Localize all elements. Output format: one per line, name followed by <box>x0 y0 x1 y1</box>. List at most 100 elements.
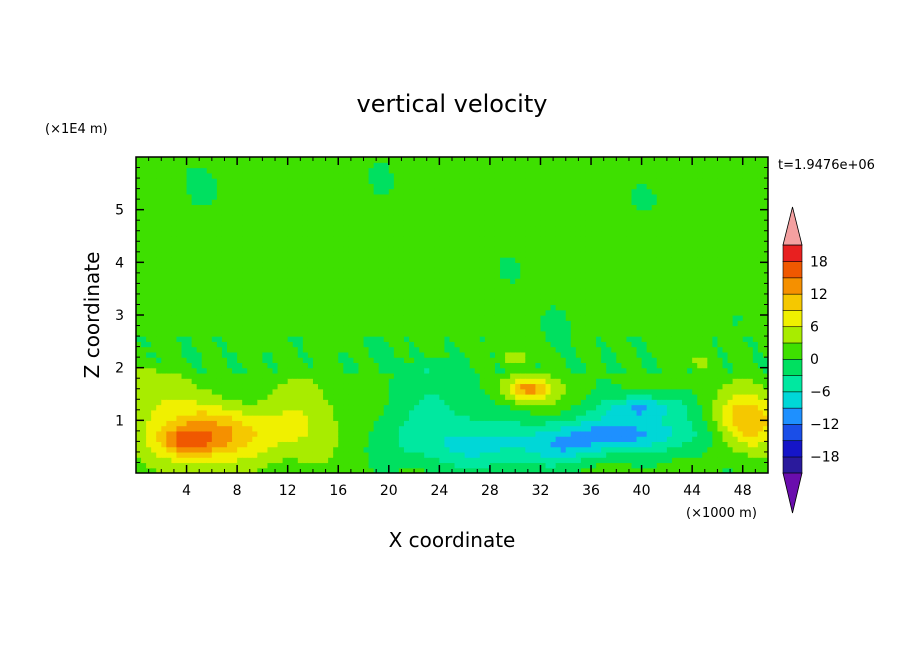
contour-cell <box>338 251 344 258</box>
contour-cell <box>328 230 334 237</box>
contour-cell <box>368 451 375 458</box>
contour-cell <box>530 183 537 190</box>
contour-cell <box>515 330 521 337</box>
contour-cell <box>550 214 557 221</box>
contour-cell <box>378 278 385 284</box>
contour-cell <box>403 425 410 432</box>
contour-cell <box>550 341 557 348</box>
contour-cell <box>323 272 329 279</box>
contour-cell <box>318 388 324 395</box>
contour-cell <box>242 462 248 469</box>
contour-cell <box>292 246 299 253</box>
contour-cell <box>383 315 390 321</box>
contour-cell <box>272 409 279 416</box>
contour-cell <box>161 293 167 300</box>
contour-cell <box>409 257 415 263</box>
contour-cell <box>211 378 218 385</box>
contour-cell <box>540 272 547 279</box>
contour-cell <box>307 446 314 453</box>
contour-cell <box>393 193 400 200</box>
contour-cell <box>403 199 410 205</box>
contour-cell <box>373 315 380 321</box>
contour-cell <box>398 451 405 458</box>
contour-cell <box>318 230 324 237</box>
contour-cell <box>237 257 243 263</box>
contour-cell <box>363 372 370 379</box>
contour-cell <box>540 257 547 263</box>
contour-cell <box>429 283 435 290</box>
contour-cell <box>469 372 476 379</box>
contour-cell <box>156 467 162 473</box>
contour-cell <box>373 415 380 421</box>
contour-cell <box>307 378 314 385</box>
contour-cell <box>318 220 324 227</box>
contour-cell <box>535 299 542 306</box>
contour-cell <box>247 236 253 242</box>
contour-cell <box>297 330 304 337</box>
contour-cell <box>166 230 172 237</box>
contour-cell <box>429 267 435 274</box>
contour-cell <box>489 283 496 290</box>
contour-cell <box>297 193 304 200</box>
contour-cell <box>515 394 521 400</box>
contour-cell <box>206 467 213 473</box>
contour-cell <box>181 236 188 242</box>
contour-cell <box>353 278 360 284</box>
contour-cell <box>247 372 253 379</box>
contour-cell <box>211 446 218 453</box>
contour-cell <box>216 467 223 473</box>
contour-cell <box>555 436 562 442</box>
contour-cell <box>151 299 157 306</box>
contour-cell <box>161 214 167 221</box>
contour-cell <box>439 304 446 311</box>
contour-cell <box>434 157 440 163</box>
contour-cell <box>515 388 521 395</box>
contour-cell <box>247 299 253 306</box>
contour-cell <box>242 372 248 379</box>
contour-cell <box>393 209 400 216</box>
contour-cell <box>151 446 157 453</box>
contour-cell <box>277 441 284 448</box>
contour-cell <box>211 214 218 221</box>
contour-cell <box>378 251 385 258</box>
contour-cell <box>434 362 440 369</box>
contour-cell <box>216 214 223 221</box>
contour-cell <box>545 341 552 348</box>
contour-cell <box>181 430 188 437</box>
contour-cell <box>201 388 208 395</box>
contour-cell <box>247 246 253 253</box>
contour-cell <box>424 162 430 169</box>
contour-cell <box>419 162 425 169</box>
contour-cell <box>510 409 516 416</box>
contour-cell <box>338 220 344 227</box>
contour-cell <box>515 262 521 269</box>
contour-cell <box>393 394 400 400</box>
contour-cell <box>363 441 370 448</box>
contour-cell <box>312 336 319 342</box>
contour-cell <box>211 467 218 473</box>
contour-cell <box>484 199 491 205</box>
contour-cell <box>540 362 547 369</box>
contour-cell <box>535 378 542 385</box>
contour-cell <box>545 183 552 190</box>
contour-cell <box>161 299 167 306</box>
contour-cell <box>535 188 542 195</box>
contour-cell <box>419 267 425 274</box>
contour-cell <box>272 283 279 290</box>
contour-cell <box>474 293 481 300</box>
contour-cell <box>424 209 430 216</box>
contour-cell <box>535 199 542 205</box>
contour-cell <box>489 299 496 306</box>
contour-cell <box>454 388 461 395</box>
contour-cell <box>237 325 243 332</box>
contour-cell <box>409 183 415 190</box>
contour-cell <box>176 157 183 163</box>
contour-cell <box>368 399 375 406</box>
contour-cell <box>176 346 183 353</box>
contour-cell <box>353 351 360 358</box>
contour-cell <box>459 188 466 195</box>
contour-cell <box>242 204 248 211</box>
contour-cell <box>363 193 370 200</box>
contour-cell <box>252 315 258 321</box>
contour-cell <box>206 251 213 258</box>
